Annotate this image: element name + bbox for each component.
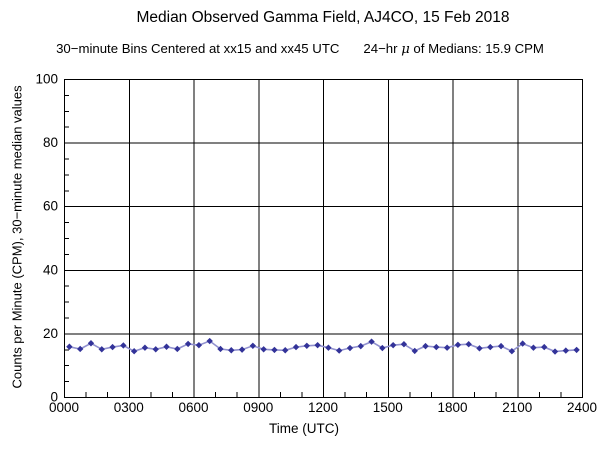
data-point-marker bbox=[519, 340, 526, 347]
data-point-marker bbox=[120, 342, 127, 349]
data-point-marker bbox=[476, 345, 483, 352]
y-tick-label: 80 bbox=[43, 135, 58, 150]
x-tick-label: 1800 bbox=[437, 400, 467, 415]
y-tick-label: 60 bbox=[43, 199, 58, 214]
data-point-marker bbox=[174, 345, 181, 353]
data-point-marker bbox=[282, 347, 289, 354]
x-tick-label: 0300 bbox=[114, 400, 144, 415]
chart-title: Median Observed Gamma Field, AJ4CO, 15 F… bbox=[136, 9, 510, 26]
data-point-marker bbox=[422, 342, 429, 350]
x-tick-label: 2400 bbox=[567, 400, 597, 415]
data-point-marker bbox=[238, 346, 246, 353]
x-tick-label: 1500 bbox=[373, 400, 403, 415]
chart-subtitle: 30−minute Bins Centered at xx15 and xx45… bbox=[13, 41, 587, 57]
data-point-marker bbox=[271, 346, 278, 354]
y-tick-label: 20 bbox=[43, 326, 58, 341]
data-point-marker bbox=[508, 348, 516, 355]
x-axis-label: Time (UTC) bbox=[269, 421, 339, 436]
data-point-marker bbox=[573, 346, 580, 354]
data-point-marker bbox=[400, 341, 408, 348]
data-point-marker bbox=[163, 343, 170, 350]
data-point-marker bbox=[325, 344, 332, 351]
data-point-marker bbox=[109, 343, 116, 351]
y-tick-label: 100 bbox=[35, 72, 58, 87]
data-point-marker bbox=[98, 346, 105, 353]
subtitle-bins-text: 30−minute Bins Centered at xx15 and xx45… bbox=[56, 41, 340, 56]
data-point-marker bbox=[465, 341, 472, 348]
data-point-marker bbox=[443, 344, 451, 351]
data-point-marker bbox=[206, 337, 213, 345]
data-point-marker bbox=[530, 344, 537, 351]
data-point-marker bbox=[314, 341, 321, 349]
data-point-marker bbox=[260, 346, 267, 353]
data-point-marker bbox=[433, 343, 440, 351]
data-point-marker bbox=[487, 343, 494, 351]
data-point-marker bbox=[76, 345, 84, 353]
data-point-marker bbox=[551, 348, 559, 355]
data-point-marker bbox=[303, 342, 311, 350]
data-point-marker bbox=[562, 347, 570, 354]
data-point-marker bbox=[389, 341, 397, 349]
y-tick-label: 0 bbox=[50, 390, 58, 405]
data-point-marker bbox=[87, 340, 95, 347]
data-point-marker bbox=[346, 344, 354, 352]
mu-symbol: μ bbox=[401, 42, 410, 57]
data-point-marker bbox=[541, 343, 548, 351]
subtitle-mean-suffix: of Medians: 15.9 CPM bbox=[409, 41, 544, 56]
data-point-marker bbox=[195, 341, 203, 349]
plot-border bbox=[63, 78, 584, 399]
data-point-marker bbox=[335, 347, 343, 354]
data-point-marker bbox=[152, 346, 159, 353]
y-tick-label: 40 bbox=[43, 262, 58, 277]
data-point-marker bbox=[141, 344, 149, 351]
data-point-marker bbox=[249, 342, 257, 350]
subtitle-mean-text: 24−hr μ of Medians: 15.9 CPM bbox=[363, 41, 543, 57]
data-point-marker bbox=[228, 347, 235, 354]
x-tick-label: 2100 bbox=[502, 400, 532, 415]
x-tick-label: 0000 bbox=[49, 400, 79, 415]
x-tick-label: 0900 bbox=[243, 400, 273, 415]
data-point-marker bbox=[454, 341, 462, 349]
data-point-marker bbox=[497, 342, 505, 350]
data-point-marker bbox=[357, 342, 364, 350]
data-point-marker bbox=[292, 343, 300, 351]
data-point-marker bbox=[368, 338, 375, 345]
data-point-marker bbox=[411, 347, 418, 355]
x-tick-label: 1200 bbox=[308, 400, 338, 415]
data-point-marker bbox=[184, 340, 192, 348]
data-point-marker bbox=[130, 348, 138, 355]
data-point-marker bbox=[66, 343, 73, 350]
x-tick-label: 0600 bbox=[178, 400, 208, 415]
data-point-marker bbox=[217, 345, 224, 353]
data-point-marker bbox=[379, 344, 386, 352]
subtitle-mean-prefix: 24−hr bbox=[363, 41, 402, 56]
